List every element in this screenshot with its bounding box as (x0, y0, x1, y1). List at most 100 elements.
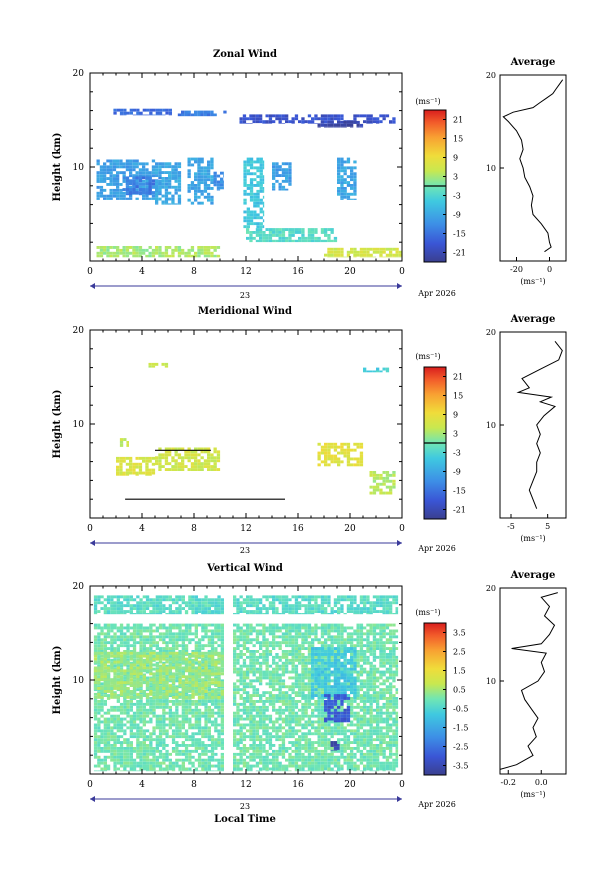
meridional-wind-heatmap (116, 362, 396, 500)
heatmap-cell (197, 700, 202, 703)
heatmap-cell (243, 178, 247, 182)
heatmap-cell (155, 459, 159, 463)
heatmap-cell (103, 194, 107, 198)
heatmap-cell (220, 767, 224, 771)
heatmap-cell (359, 442, 364, 446)
heatmap-cell (346, 160, 351, 164)
heatmap-cell (385, 491, 390, 495)
heatmap-cell (142, 248, 146, 252)
heatmap-cell (203, 251, 208, 255)
heatmap-cell (262, 187, 265, 190)
heatmap-cell (320, 738, 325, 742)
heatmap-cell (382, 367, 386, 371)
heatmap-cell (155, 595, 159, 599)
heatmap-cell (379, 473, 383, 477)
heatmap-cell (217, 632, 221, 636)
colorbar-tick-label: -9 (453, 211, 461, 220)
heatmap-cell (243, 181, 247, 184)
heatmap-cell (152, 114, 156, 116)
heatmap-cell (249, 219, 254, 223)
heatmap-cell (249, 667, 253, 671)
heatmap-cell (320, 664, 325, 668)
heatmap-cell (340, 604, 344, 608)
heatmap-cell (311, 702, 315, 706)
heatmap-cell (281, 667, 286, 671)
heatmap-cell (253, 166, 257, 170)
heatmap-cell (139, 752, 143, 756)
heatmap-cell (139, 610, 143, 613)
heatmap-cell (136, 623, 140, 627)
heatmap-cell (311, 613, 315, 615)
heatmap-cell (197, 465, 201, 468)
heatmap-cell (165, 732, 169, 736)
heatmap-cell (320, 117, 325, 121)
heatmap-cell (255, 610, 260, 613)
heatmap-cell (307, 635, 312, 639)
heatmap-cell (162, 752, 166, 756)
heatmap-cell (262, 613, 266, 615)
heatmap-cell (155, 165, 159, 169)
heatmap-cell (366, 613, 370, 615)
heatmap-cell (201, 647, 205, 650)
heatmap-cell (139, 714, 143, 718)
heatmap-cell (317, 123, 321, 124)
heatmap-cell (288, 182, 292, 186)
heatmap-cell (132, 644, 137, 648)
heatmap-cell (168, 171, 172, 174)
heatmap-cell (307, 613, 312, 615)
heatmap-cell (320, 770, 325, 772)
heatmap-cell (272, 604, 276, 608)
heatmap-cell (346, 166, 351, 170)
heatmap-cell (106, 749, 111, 753)
heatmap-cell (320, 607, 325, 610)
heatmap-cell (207, 738, 211, 742)
heatmap-cell (213, 462, 217, 466)
heatmap-cell (372, 473, 377, 477)
heatmap-cell (106, 738, 111, 742)
heatmap-cell (262, 644, 266, 648)
heatmap-cell (96, 174, 100, 178)
heatmap-cell (317, 758, 321, 762)
heatmap-cell (110, 644, 114, 648)
heatmap-cell (119, 629, 124, 633)
heatmap-cell (262, 201, 265, 205)
heatmap-cell (135, 171, 139, 175)
heatmap-cell (298, 679, 302, 683)
heatmap-cell (129, 595, 133, 599)
heatmap-cell (210, 720, 215, 724)
heatmap-cell (191, 632, 195, 636)
heatmap-cell (204, 720, 208, 724)
heatmap-cell (109, 246, 113, 249)
heatmap-cell (243, 175, 247, 179)
heatmap-cell (207, 462, 211, 466)
heatmap-cell (301, 744, 305, 747)
heatmap-cell (304, 658, 308, 662)
heatmap-cell (353, 166, 357, 170)
heatmap-cell (265, 667, 269, 671)
heatmap-cell (249, 658, 253, 662)
heatmap-cell (145, 171, 149, 175)
heatmap-cell (136, 749, 140, 753)
heatmap-cell (194, 708, 198, 712)
heatmap-cell (275, 694, 279, 697)
heatmap-cell (201, 749, 205, 753)
heatmap-cell (194, 720, 198, 724)
heatmap-cell (116, 726, 120, 730)
heatmap-cell (181, 764, 185, 768)
heatmap-cell (242, 700, 247, 703)
heatmap-cell (174, 179, 178, 183)
heatmap-cell (158, 767, 163, 771)
heatmap-cell (132, 251, 136, 255)
heatmap-cell (256, 195, 260, 199)
heatmap-cell (116, 162, 120, 166)
heatmap-cell (175, 749, 179, 753)
heatmap-cell (116, 610, 120, 613)
heatmap-cell (379, 120, 383, 124)
heatmap-cell (175, 676, 179, 680)
heatmap-cell (288, 120, 292, 124)
heatmap-cell (100, 694, 104, 697)
heatmap-cell (155, 604, 159, 608)
heatmap-cell (201, 613, 205, 615)
heatmap-cell (294, 635, 299, 639)
heatmap-cell (142, 176, 146, 180)
